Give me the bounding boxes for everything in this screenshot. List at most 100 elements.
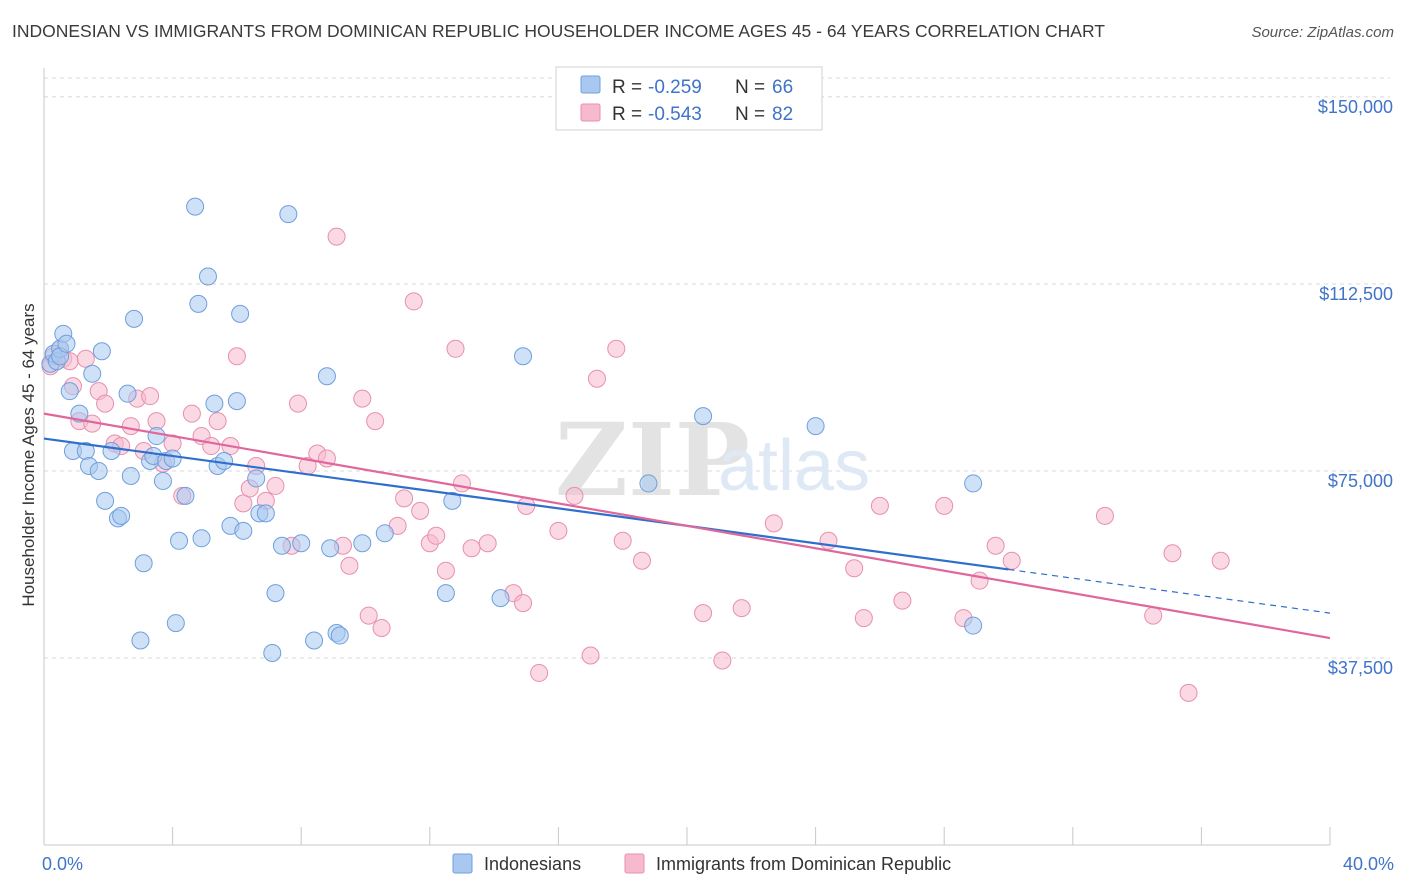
point-dominican [96,394,115,413]
point-indonesian [96,491,115,510]
point-indonesian [163,449,182,468]
x-tick-label: 40.0% [1343,854,1394,874]
point-dominican [854,609,873,628]
point-dominican [1144,606,1163,625]
y-tick-label: $37,500 [1328,658,1393,678]
point-dominican [1211,551,1230,570]
trend-line-dominican [43,412,1331,640]
point-indonesian [321,539,340,558]
point-indonesian [192,529,211,548]
point-indonesian [60,382,79,401]
point-indonesian [279,205,298,224]
y-tick-label: $112,500 [1319,284,1393,304]
point-indonesian [694,407,713,426]
point-indonesian [317,367,336,386]
point-dominican [141,387,160,406]
point-indonesian [256,504,275,523]
series-legend: Indonesians Immigrants from Dominican Re… [452,853,951,874]
point-dominican [208,412,227,431]
point-dominican [581,646,600,665]
point-indonesian [266,584,285,603]
point-dominican [935,496,954,515]
point-dominican [764,514,783,533]
point-dominican [202,437,221,456]
point-indonesian [964,474,983,493]
point-dominican [1179,683,1198,702]
point-dominican [478,534,497,553]
legend-r-label-1: R = [612,104,642,125]
point-indonesian [272,536,291,555]
point-dominican [436,561,455,580]
point-dominican [632,551,651,570]
point-dominican [713,651,732,670]
legend-n-label-1: N = [735,104,765,125]
y-tick-label: $150,000 [1318,97,1393,117]
point-dominican [359,606,378,625]
point-dominican [76,349,95,368]
point-dominican [565,486,584,505]
point-indonesian [166,614,185,633]
point-indonesian [353,534,372,553]
point-indonesian [176,486,195,505]
x-tick-label: 0.0% [42,854,83,874]
point-indonesian [198,267,217,286]
point-dominican [1002,551,1021,570]
point-indonesian [102,442,121,461]
point-indonesian [231,304,250,323]
point-indonesian [70,404,89,423]
point-indonesian [186,197,205,216]
legend-r-value-0: -0.259 [648,77,702,98]
point-indonesian [491,589,510,608]
series-legend-label-dominican: Immigrants from Dominican Republic [656,854,951,874]
point-indonesian [118,384,137,403]
legend-swatch-indonesians [580,75,601,94]
point-indonesian [263,643,282,662]
point-dominican [446,339,465,358]
point-dominican [1163,544,1182,563]
point-dominican [121,417,140,436]
point-dominican [870,496,889,515]
point-indonesian [215,451,234,470]
point-indonesian [121,466,140,485]
point-dominican [1095,506,1114,525]
point-indonesian [189,294,208,313]
point-dominican [234,494,253,513]
point-dominican [353,389,372,408]
point-indonesian [292,534,311,553]
point-indonesian [170,531,189,550]
point-dominican [530,663,549,682]
point-indonesian [330,626,349,645]
point-dominican [587,369,606,388]
point-dominican [694,604,713,623]
stats-legend: R = -0.259 N = 66 R = -0.543 N = 82 [555,66,823,131]
grid-layer [44,77,1390,659]
watermark: ZIP atlas [555,401,870,519]
watermark-zip: ZIP [555,401,750,519]
point-dominican [366,412,385,431]
point-indonesian [806,417,825,436]
series-legend-label-indonesians: Indonesians [484,854,581,874]
point-indonesian [964,616,983,635]
legend-n-value-0: 66 [772,77,793,98]
y-tick-label: $75,000 [1328,471,1393,491]
point-dominican [514,594,533,613]
point-dominican [404,292,423,311]
point-dominican [732,599,751,618]
point-dominican [893,591,912,610]
point-indonesian [436,584,455,603]
point-dominican [147,412,166,431]
legend-n-value-1: 82 [772,104,793,125]
axes-layer: $37,500 $75,000 $112,500 $150,000 0.0% 40.0% [42,68,1394,874]
point-dominican [227,347,246,366]
point-dominican [266,476,285,495]
series-legend-swatch-indonesians [452,853,473,874]
point-indonesian [639,474,658,493]
series-legend-swatch-dominican [624,853,645,874]
point-indonesian [131,631,150,650]
point-indonesian [57,334,76,353]
source-label: Source: ZipAtlas.com [1251,24,1394,41]
point-dominican [845,559,864,578]
point-dominican [182,404,201,423]
y-axis-label: Householder Income Ages 45 - 64 years [19,303,38,606]
trend-lines-layer [43,412,1331,640]
